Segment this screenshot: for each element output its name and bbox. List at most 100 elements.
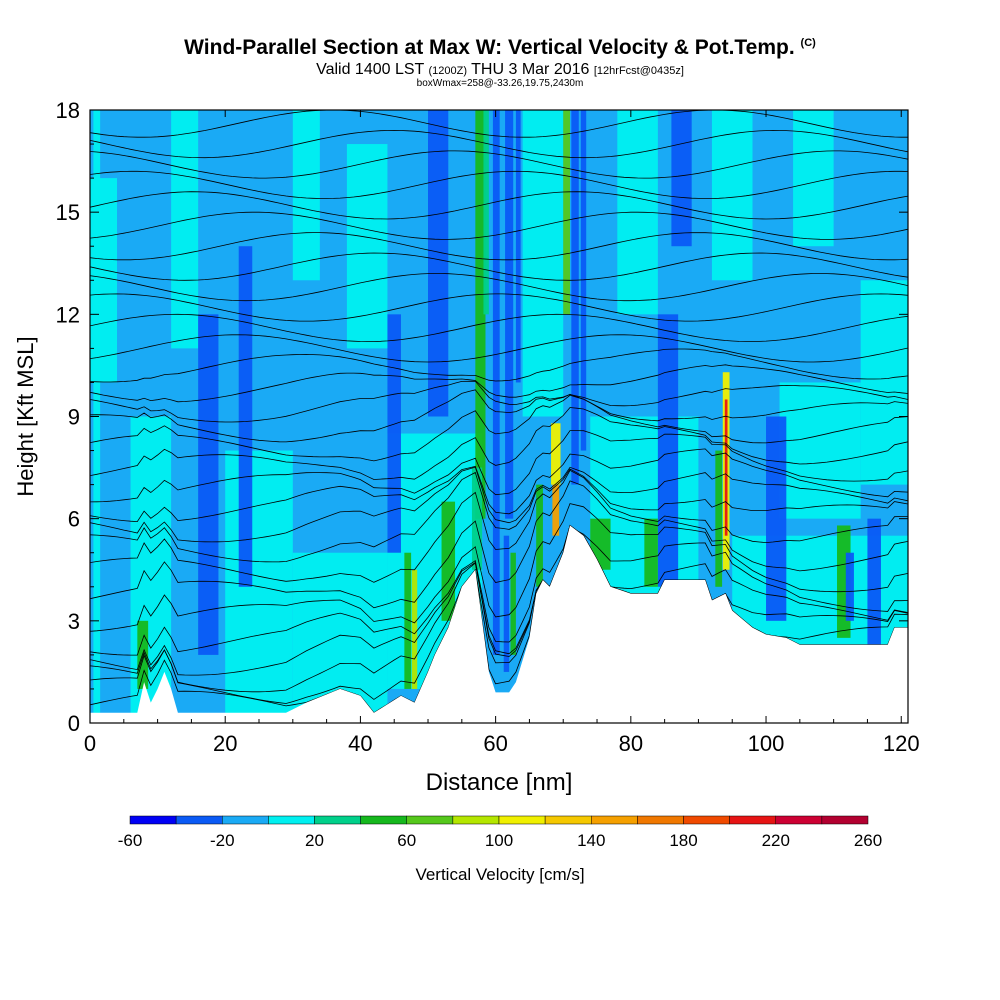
y-tick-label-9: 9 <box>68 405 80 430</box>
colorbar-tick-label: 60 <box>397 831 416 850</box>
colorbar-tick-label: 220 <box>762 831 790 850</box>
colorbar-tick-label: 260 <box>854 831 882 850</box>
terrain <box>90 525 908 723</box>
isentrope-8 <box>90 468 908 563</box>
colorbar-swatch-8 <box>498 815 546 825</box>
colorbar-swatch-7 <box>452 815 500 825</box>
isentrope-24 <box>90 211 908 240</box>
chart-subtitle: Valid 1400 LST (1200Z) THU 3 Mar 2016 [1… <box>316 61 684 78</box>
colorbar-swatch-11 <box>637 815 684 825</box>
isentrope-20 <box>90 293 908 322</box>
colorbar-swatch-12 <box>683 815 730 825</box>
velocity-band-24 <box>671 110 692 247</box>
colorbar-tick-label: 140 <box>577 831 605 850</box>
velocity-band-32 <box>411 569 418 689</box>
colorbar-swatch-5 <box>360 815 407 825</box>
velocity-band-7 <box>779 382 861 519</box>
y-tick-label-3: 3 <box>68 609 80 634</box>
velocity-band-47 <box>845 552 854 621</box>
x-tick-label-0: 0 <box>84 731 96 756</box>
colorbar-swatch-0 <box>129 815 177 825</box>
chart-box-info: boxWmax=258@-33.26,19.75,2430m <box>416 78 584 89</box>
x-tick-label-80: 80 <box>619 731 643 756</box>
x-tick-label-120: 120 <box>883 731 920 756</box>
colorbar-swatch-4 <box>314 815 361 825</box>
isentrope-1 <box>90 524 908 704</box>
isentrope-3 <box>90 524 908 676</box>
isentrope-15 <box>90 380 908 423</box>
isentrope-29 <box>90 110 908 138</box>
isentrope-25 <box>90 191 908 220</box>
colorbar-swatch-3 <box>268 815 315 825</box>
velocity-band-28 <box>571 110 579 485</box>
velocity-band-8 <box>860 280 908 485</box>
isentrope-23 <box>90 232 908 261</box>
x-tick-label-60: 60 <box>483 731 507 756</box>
colorbar-tick-label: 20 <box>305 831 324 850</box>
colorbar-swatch-14 <box>775 815 823 825</box>
x-tick-label-40: 40 <box>348 731 372 756</box>
velocity-band-31 <box>404 552 412 689</box>
velocity-band-9 <box>90 178 118 383</box>
velocity-band-42 <box>644 518 658 587</box>
isentrope-18 <box>90 334 908 363</box>
isentrope-17 <box>90 348 908 383</box>
velocity-band-15 <box>793 110 834 247</box>
isentrope-9 <box>90 466 908 543</box>
isentrope-19 <box>90 313 908 343</box>
colorbar-tick-label: 180 <box>669 831 697 850</box>
velocity-band-25 <box>492 110 500 655</box>
colorbar-swatch-2 <box>222 815 269 825</box>
isentrope-6 <box>90 480 908 609</box>
velocity-band-22 <box>867 518 881 655</box>
isentrope-13 <box>90 394 908 462</box>
velocity-band-40 <box>552 484 560 536</box>
colorbar-label: Vertical Velocity [cm/s] <box>415 865 584 884</box>
isentrope-21 <box>90 273 908 302</box>
colorbar-swatch-1 <box>175 815 223 825</box>
isentrope-10 <box>90 448 908 523</box>
isentrope-2 <box>90 524 908 693</box>
velocity-band-18 <box>238 246 253 587</box>
isentrope-12 <box>90 407 908 480</box>
velocity-band-23 <box>428 110 449 417</box>
velocity-band-49 <box>483 110 489 315</box>
velocity-band-43 <box>715 450 723 587</box>
velocity-band-12 <box>522 110 564 417</box>
velocity-band-35 <box>471 467 483 570</box>
isentrope-11 <box>90 430 908 503</box>
y-tick-label-18: 18 <box>56 98 80 123</box>
y-tick-label-0: 0 <box>68 711 80 736</box>
isentrope-26 <box>90 170 908 199</box>
velocity-band-11 <box>346 144 388 349</box>
velocity-band-45 <box>724 399 728 536</box>
isentrope-16 <box>90 364 908 403</box>
velocity-band-26 <box>505 110 514 519</box>
colorbar-tick-label: -20 <box>210 831 235 850</box>
velocity-band-29 <box>580 110 587 451</box>
colorbar-tick-label: -60 <box>118 831 143 850</box>
potential-temperature-contours <box>90 110 908 714</box>
isentrope-22 <box>90 252 908 281</box>
isentrope-4 <box>90 524 908 656</box>
velocity-band-34 <box>475 110 486 519</box>
x-axis-label: Distance [nm] <box>426 769 573 796</box>
velocity-band-14 <box>711 110 753 281</box>
velocity-field <box>90 110 908 723</box>
chart-title: Wind-Parallel Section at Max W: Vertical… <box>184 36 816 59</box>
y-tick-label-6: 6 <box>68 507 80 532</box>
velocity-band-37 <box>510 552 516 655</box>
velocity-band-39 <box>551 423 561 485</box>
y-axis-label: Height [Kft MSL] <box>13 336 38 496</box>
isentrope-5 <box>90 503 908 632</box>
isentrope-14 <box>90 389 908 443</box>
x-tick-label-20: 20 <box>213 731 237 756</box>
velocity-band-48 <box>563 110 570 315</box>
velocity-band-10 <box>171 110 199 349</box>
velocity-band-16 <box>292 110 320 281</box>
isentrope-28 <box>90 129 908 159</box>
colorbar-swatch-9 <box>544 815 592 825</box>
isentrope-7 <box>90 469 908 583</box>
colorbar-swatch-10 <box>591 815 638 825</box>
